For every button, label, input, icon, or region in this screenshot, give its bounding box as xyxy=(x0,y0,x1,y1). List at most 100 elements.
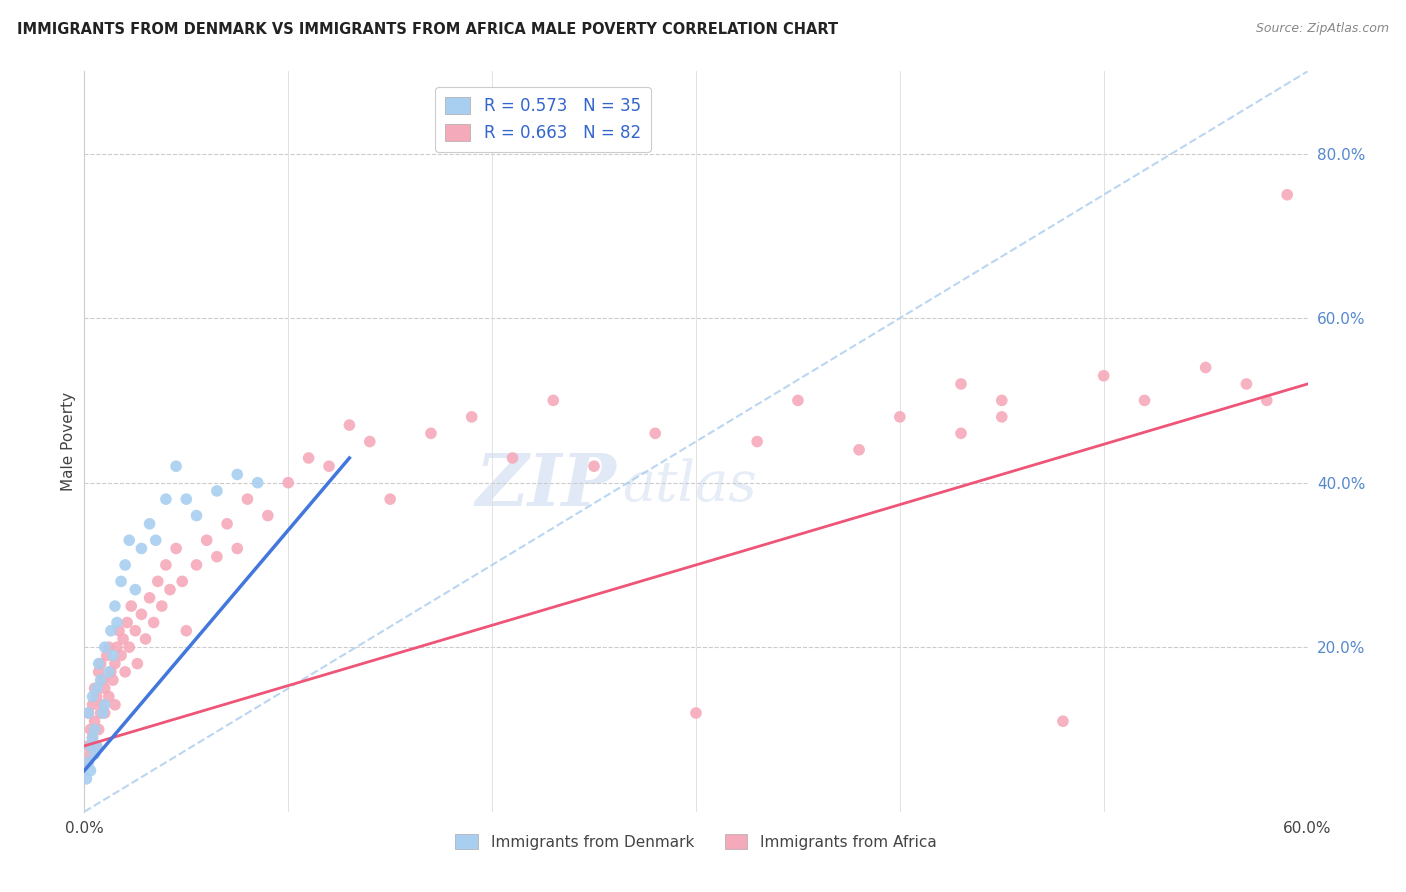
Point xyxy=(1052,714,1074,729)
Point xyxy=(90,706,112,720)
Point xyxy=(118,533,141,548)
Point xyxy=(104,698,127,712)
Point xyxy=(150,599,173,613)
Point xyxy=(90,673,112,687)
Point xyxy=(96,648,118,663)
Point xyxy=(93,640,115,655)
Point xyxy=(205,549,228,564)
Text: Source: ZipAtlas.com: Source: ZipAtlas.com xyxy=(1256,22,1389,36)
Point xyxy=(79,723,101,737)
Point xyxy=(97,665,120,679)
Point xyxy=(950,376,973,391)
Point xyxy=(991,409,1014,424)
Point xyxy=(1195,360,1218,375)
Point xyxy=(172,574,194,589)
Point xyxy=(82,698,104,712)
Point xyxy=(131,541,153,556)
Point xyxy=(174,624,197,638)
Point xyxy=(114,665,136,679)
Point xyxy=(155,558,177,572)
Point xyxy=(86,681,108,696)
Point xyxy=(543,393,565,408)
Point xyxy=(86,739,108,753)
Text: IMMIGRANTS FROM DENMARK VS IMMIGRANTS FROM AFRICA MALE POVERTY CORRELATION CHART: IMMIGRANTS FROM DENMARK VS IMMIGRANTS FR… xyxy=(17,22,838,37)
Point xyxy=(101,648,124,663)
Point xyxy=(217,516,239,531)
Point xyxy=(77,756,100,770)
Point xyxy=(165,459,187,474)
Point xyxy=(91,706,114,720)
Point xyxy=(787,393,810,408)
Point xyxy=(359,434,381,449)
Point xyxy=(100,665,122,679)
Point xyxy=(226,541,249,556)
Point xyxy=(110,648,132,663)
Point xyxy=(87,723,110,737)
Point xyxy=(77,706,100,720)
Point xyxy=(97,640,120,655)
Point xyxy=(142,615,165,630)
Point xyxy=(277,475,299,490)
Point xyxy=(420,426,443,441)
Point xyxy=(583,459,606,474)
Point xyxy=(461,409,484,424)
Point xyxy=(87,665,110,679)
Point xyxy=(86,739,108,753)
Point xyxy=(138,516,160,531)
Point xyxy=(195,533,218,548)
Point xyxy=(1256,393,1278,408)
Point xyxy=(747,434,769,449)
Point xyxy=(145,533,167,548)
Point xyxy=(165,541,187,556)
Point xyxy=(1277,187,1299,202)
Point xyxy=(889,409,911,424)
Point xyxy=(114,558,136,572)
Point xyxy=(127,657,149,671)
Point xyxy=(205,483,228,498)
Point xyxy=(101,673,124,687)
Point xyxy=(644,426,666,441)
Point xyxy=(146,574,169,589)
Point xyxy=(135,632,157,646)
Point xyxy=(86,690,108,704)
Point xyxy=(226,467,249,482)
Point xyxy=(115,615,138,630)
Point xyxy=(118,640,141,655)
Point xyxy=(82,731,104,745)
Point xyxy=(104,599,127,613)
Text: ZIP: ZIP xyxy=(475,450,616,522)
Point xyxy=(93,698,115,712)
Point xyxy=(82,690,104,704)
Legend: Immigrants from Denmark, Immigrants from Africa: Immigrants from Denmark, Immigrants from… xyxy=(450,828,942,856)
Point xyxy=(93,706,115,720)
Point xyxy=(79,747,101,761)
Point xyxy=(318,459,340,474)
Point xyxy=(83,681,105,696)
Point xyxy=(83,714,105,729)
Point xyxy=(79,764,101,778)
Point xyxy=(112,632,135,646)
Point xyxy=(105,640,128,655)
Point xyxy=(83,723,105,737)
Point xyxy=(77,706,100,720)
Point xyxy=(105,615,128,630)
Point xyxy=(339,418,361,433)
Point xyxy=(138,591,160,605)
Point xyxy=(155,492,177,507)
Point xyxy=(848,442,870,457)
Point xyxy=(1236,376,1258,391)
Point xyxy=(87,657,110,671)
Point xyxy=(100,624,122,638)
Point xyxy=(1092,368,1115,383)
Point xyxy=(685,706,707,720)
Y-axis label: Male Poverty: Male Poverty xyxy=(60,392,76,491)
Point xyxy=(298,450,321,465)
Point xyxy=(82,731,104,745)
Point xyxy=(79,739,101,753)
Point xyxy=(75,756,97,770)
Point xyxy=(991,393,1014,408)
Point xyxy=(97,690,120,704)
Point xyxy=(1133,393,1156,408)
Point xyxy=(246,475,269,490)
Point xyxy=(236,492,259,507)
